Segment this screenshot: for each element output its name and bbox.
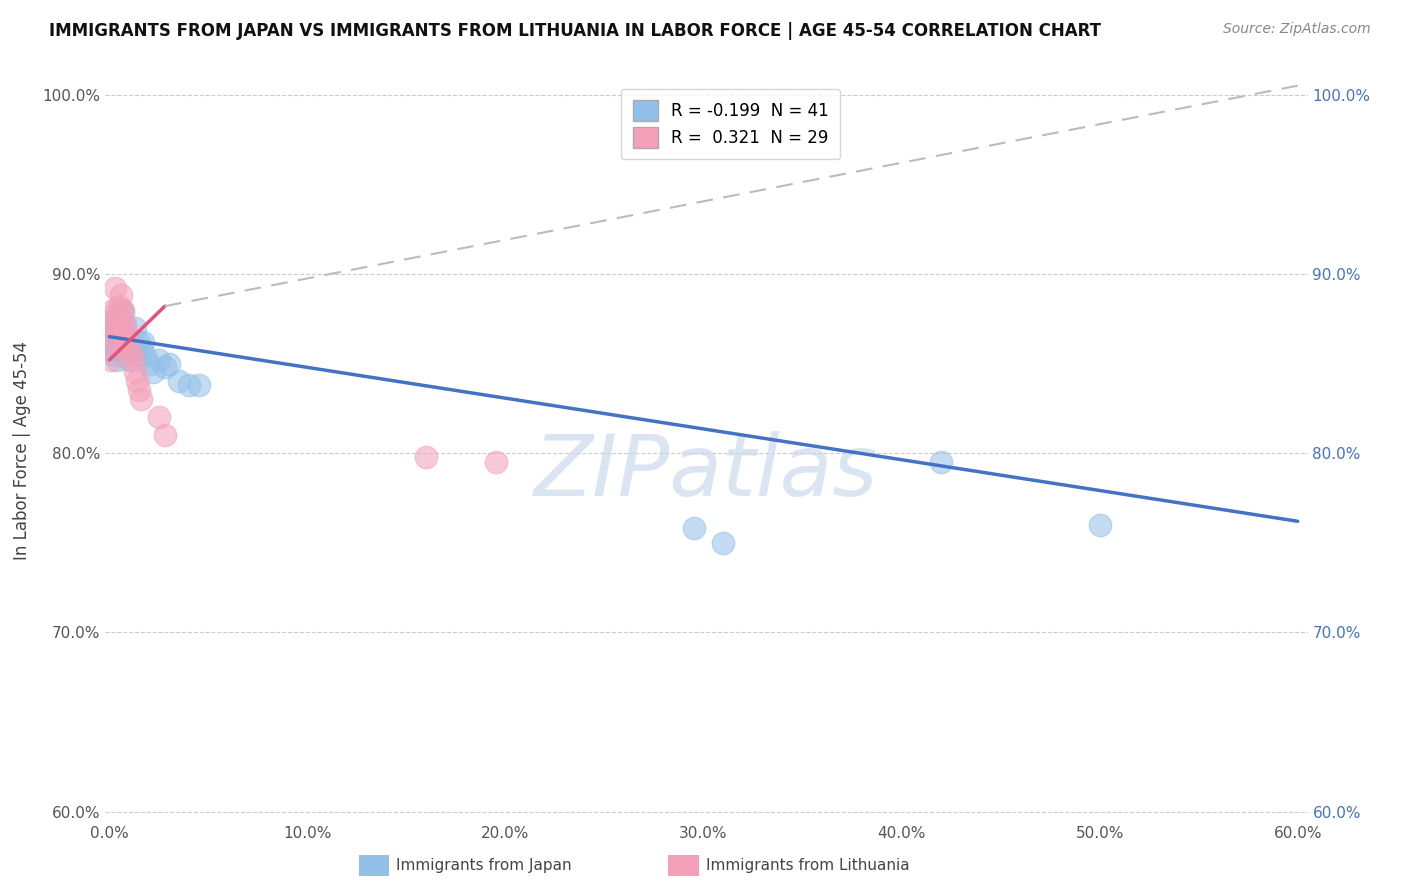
Text: Immigrants from Lithuania: Immigrants from Lithuania	[706, 858, 910, 872]
Point	[112, 334, 135, 349]
Point	[110, 302, 132, 317]
Point	[122, 342, 145, 356]
Point	[115, 329, 138, 343]
Point	[415, 450, 437, 464]
Point	[105, 338, 128, 352]
Point	[108, 320, 131, 334]
Point	[108, 329, 131, 343]
Point	[118, 338, 141, 352]
Text: Immigrants from Japan: Immigrants from Japan	[396, 858, 572, 872]
Point	[122, 353, 145, 368]
Point	[112, 306, 135, 320]
Point	[124, 320, 146, 334]
Point	[108, 299, 131, 313]
Point	[105, 334, 128, 349]
Point	[128, 334, 150, 349]
Point	[711, 535, 734, 549]
Text: ZIPatlas: ZIPatlas	[534, 431, 879, 514]
Text: Source: ZipAtlas.com: Source: ZipAtlas.com	[1223, 22, 1371, 37]
Point	[105, 353, 128, 368]
Point	[128, 384, 150, 398]
Point	[148, 410, 170, 425]
Point	[105, 317, 128, 331]
Point	[129, 392, 152, 407]
Point	[484, 455, 506, 469]
Point	[118, 353, 141, 368]
Point	[177, 378, 200, 392]
Point	[104, 324, 127, 338]
Point	[120, 334, 142, 349]
Point	[157, 357, 180, 371]
Point	[682, 521, 704, 535]
Point	[103, 334, 125, 349]
Point	[104, 311, 127, 326]
Text: IMMIGRANTS FROM JAPAN VS IMMIGRANTS FROM LITHUANIA IN LABOR FORCE | AGE 45-54 CO: IMMIGRANTS FROM JAPAN VS IMMIGRANTS FROM…	[49, 22, 1101, 40]
Point	[110, 311, 132, 326]
Point	[132, 334, 155, 349]
Point	[167, 375, 190, 389]
Point	[108, 342, 131, 356]
Point	[103, 320, 125, 334]
Point	[124, 366, 146, 380]
Point	[120, 347, 142, 361]
Point	[108, 311, 131, 326]
Point	[104, 324, 127, 338]
Point	[114, 317, 136, 331]
Point	[134, 347, 156, 361]
Point	[110, 288, 132, 302]
Point	[100, 342, 122, 356]
Point	[153, 428, 176, 442]
Point	[112, 324, 135, 338]
Point	[112, 302, 135, 317]
Point	[929, 455, 952, 469]
Point	[138, 357, 160, 371]
Point	[1088, 517, 1111, 532]
Legend: R = -0.199  N = 41, R =  0.321  N = 29: R = -0.199 N = 41, R = 0.321 N = 29	[621, 88, 841, 160]
Point	[127, 347, 149, 361]
Point	[153, 360, 176, 375]
Point	[114, 320, 136, 334]
Point	[100, 353, 122, 368]
Point	[115, 329, 138, 343]
Point	[103, 320, 125, 334]
Point	[142, 366, 165, 380]
Point	[148, 353, 170, 368]
Point	[127, 375, 149, 389]
Point	[110, 324, 132, 338]
Point	[187, 378, 209, 392]
Point	[104, 306, 127, 320]
Point	[118, 342, 141, 356]
Point	[103, 302, 125, 317]
Point	[104, 281, 127, 295]
Y-axis label: In Labor Force | Age 45-54: In Labor Force | Age 45-54	[14, 341, 31, 560]
Point	[129, 342, 152, 356]
Point	[100, 334, 122, 349]
Point	[105, 311, 128, 326]
Point	[104, 347, 127, 361]
Point	[114, 347, 136, 361]
Point	[114, 334, 136, 349]
